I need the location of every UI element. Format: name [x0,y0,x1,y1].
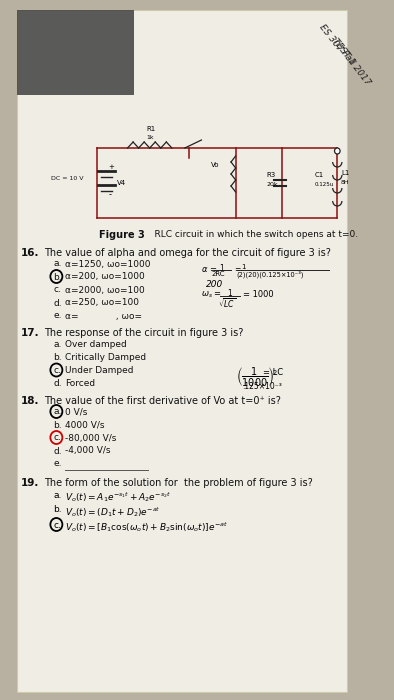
Text: 17.: 17. [20,328,39,339]
Text: 8H: 8H [341,181,349,186]
Text: a.: a. [54,260,62,269]
Circle shape [335,148,340,154]
Text: c.: c. [54,433,61,442]
Text: =: = [234,265,240,274]
Text: b.: b. [54,353,62,362]
FancyBboxPatch shape [17,10,348,692]
Text: b.: b. [54,421,62,430]
Text: 19.: 19. [20,477,39,487]
Text: The value of alpha and omega for the circuit of figure 3 is?: The value of alpha and omega for the cir… [45,248,331,258]
Text: Critically Damped: Critically Damped [65,353,146,362]
Text: $V_o(t) = (D_1t + D_2)e^{-at}$: $V_o(t) = (D_1t + D_2)e^{-at}$ [65,505,160,519]
Text: a.: a. [54,491,62,500]
Text: a.: a. [54,407,62,416]
Text: L1: L1 [341,170,349,176]
Text: α=200, ωo=1000: α=200, ωo=1000 [65,272,145,281]
Text: -4,000 V/s: -4,000 V/s [65,447,110,456]
Text: TEST 1: TEST 1 [331,37,357,67]
Text: e.: e. [54,312,62,321]
Text: The response of the circuit in figure 3 is?: The response of the circuit in figure 3 … [45,328,244,339]
Text: $V_o(t) = [B_1\cos(\omega_o t) + B_2\sin(\omega_o t)]e^{-at}$: $V_o(t) = [B_1\cos(\omega_o t) + B_2\sin… [65,521,228,534]
Text: 200: 200 [206,280,223,289]
Text: C1: C1 [314,172,323,178]
Text: Under Damped: Under Damped [65,366,133,375]
Text: Figure 3: Figure 3 [99,230,145,240]
Text: Fall 2017: Fall 2017 [340,49,372,87]
Text: e.: e. [54,459,62,468]
Text: 1: 1 [227,289,232,298]
Text: +: + [108,164,114,170]
Text: $\left(\dfrac{1}{1000}\right)^{\!2}$: $\left(\dfrac{1}{1000}\right)^{\!2}$ [236,366,278,389]
Text: (2)(20)(0.125×10⁻³): (2)(20)(0.125×10⁻³) [236,271,304,279]
Text: 1: 1 [219,264,224,273]
Text: -80,000 V/s: -80,000 V/s [65,433,116,442]
Text: 2RC: 2RC [212,271,225,277]
Text: DC = 10 V: DC = 10 V [51,176,83,181]
Text: $\sqrt{LC}$: $\sqrt{LC}$ [218,297,236,311]
Text: = LC: = LC [263,368,284,377]
Text: ES 307: ES 307 [318,23,344,53]
Text: b.: b. [54,505,62,514]
Text: Forced: Forced [65,379,95,388]
Text: R1: R1 [146,126,155,132]
Text: α=1250, ωo=1000: α=1250, ωo=1000 [65,260,150,269]
Text: 4000 V/s: 4000 V/s [65,421,104,430]
Text: Vo: Vo [211,162,219,168]
Text: a.: a. [54,340,62,349]
Polygon shape [17,10,134,95]
Text: α=             , ωo=: α= , ωo= [65,312,142,321]
Text: RLC circuit in which the switch opens at t=0.: RLC circuit in which the switch opens at… [143,230,359,239]
Text: .125×10⁻³: .125×10⁻³ [242,382,282,391]
Text: 1k: 1k [147,135,154,140]
Text: b.: b. [54,272,62,281]
Text: = 1000: = 1000 [243,290,274,299]
Text: The value of the first derivative of Vo at t=0⁺ is?: The value of the first derivative of Vo … [45,396,281,406]
Text: α=250, ωo=100: α=250, ωo=100 [65,298,139,307]
Text: α=2000, ωo=100: α=2000, ωo=100 [65,286,145,295]
Text: c.: c. [54,286,61,295]
Text: d.: d. [54,447,62,456]
Text: $V_o(t) = A_1e^{-s_1t} + A_2e^{-s_2t}$: $V_o(t) = A_1e^{-s_1t} + A_2e^{-s_2t}$ [65,491,171,505]
Text: V4: V4 [117,180,126,186]
Text: c.: c. [54,521,61,529]
Text: 0.125u: 0.125u [314,183,333,188]
Text: d.: d. [54,379,62,388]
Text: 20k: 20k [266,183,278,188]
Text: Over damped: Over damped [65,340,126,349]
Text: 18.: 18. [20,396,39,406]
Text: -: - [108,190,111,199]
Text: d.: d. [54,298,62,307]
Text: R3: R3 [266,172,275,178]
Text: 16.: 16. [20,248,39,258]
Text: $\omega_s$ =: $\omega_s$ = [201,290,223,300]
Text: 0 V/s: 0 V/s [65,407,87,416]
Text: 1: 1 [241,264,245,270]
Text: The form of the solution for  the problem of figure 3 is?: The form of the solution for the problem… [45,477,313,487]
Text: $\alpha$ =: $\alpha$ = [201,265,218,274]
Text: c.: c. [54,366,61,375]
